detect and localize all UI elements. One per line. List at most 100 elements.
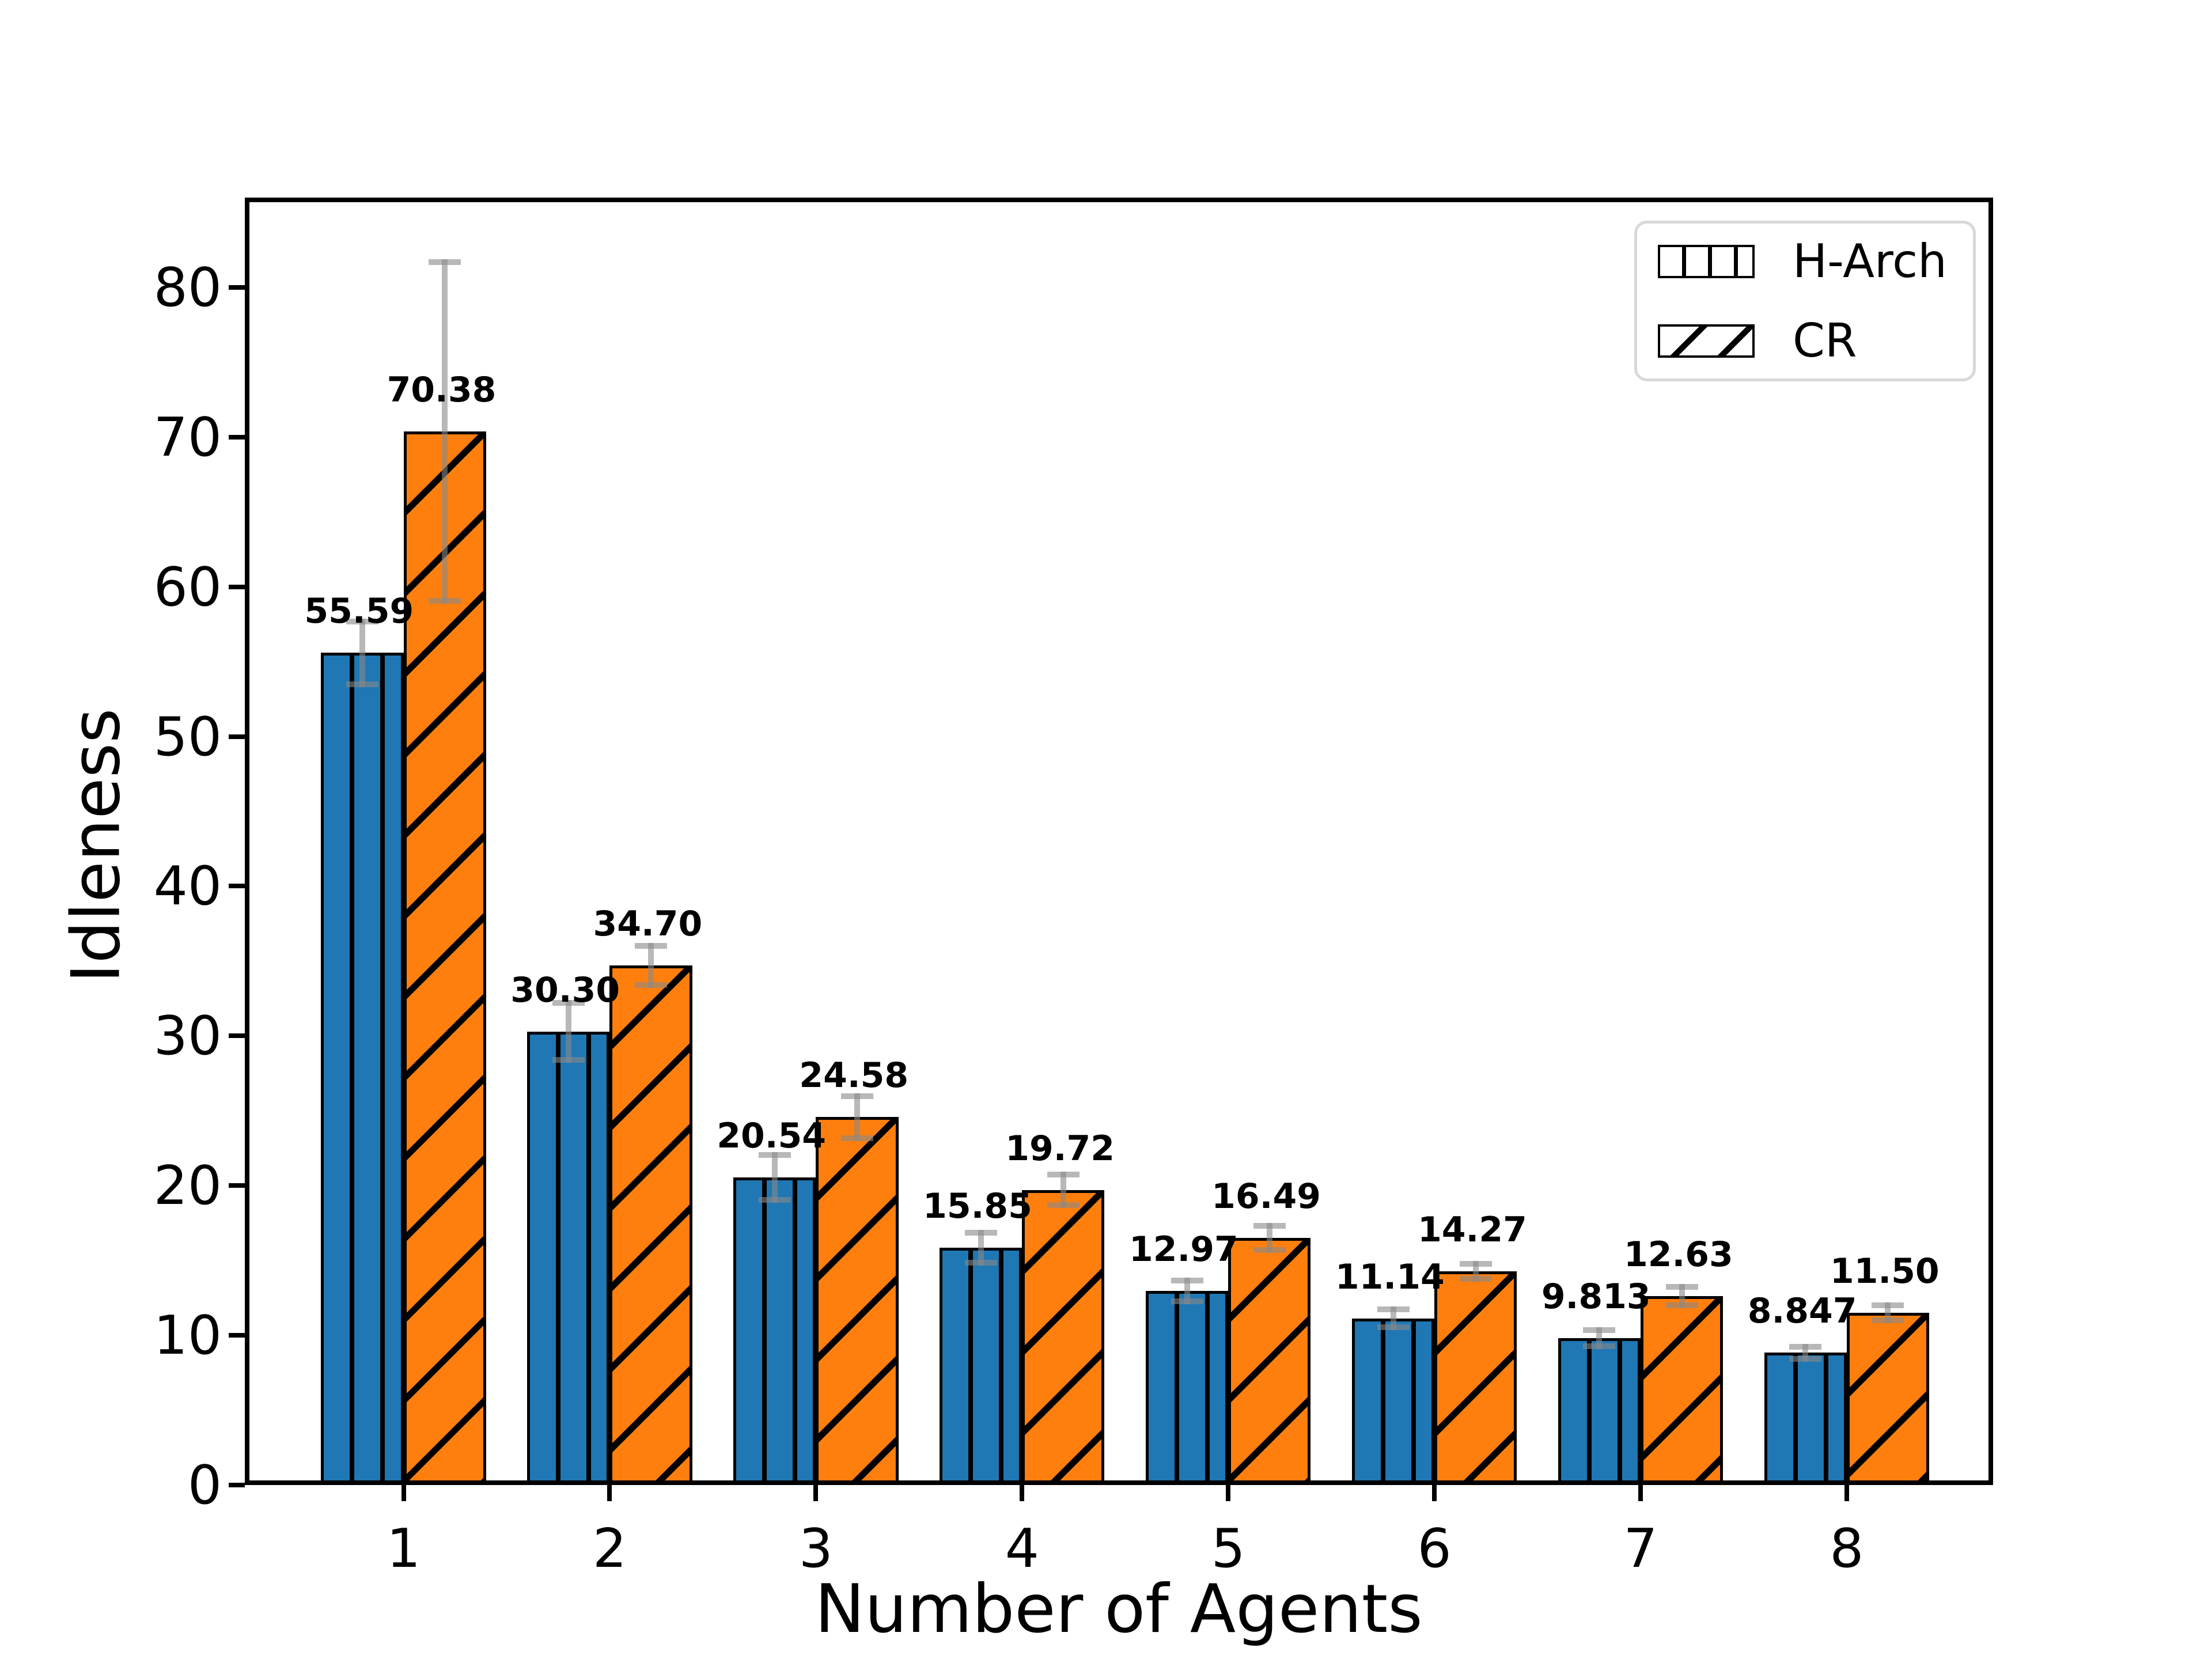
y-tick-mark xyxy=(229,285,245,290)
error-bar-cap-top xyxy=(1789,1343,1822,1350)
y-tick-label: 0 xyxy=(187,1454,222,1516)
bar-h-arch-1 xyxy=(321,653,404,1485)
error-bar-cap-top xyxy=(1459,1260,1492,1267)
error-bar xyxy=(758,1152,791,1203)
error-bar-line xyxy=(1266,1223,1272,1253)
error-bar-line xyxy=(1802,1343,1809,1362)
error-bar-cap-top xyxy=(1171,1277,1203,1283)
x-tick-label: 6 xyxy=(1417,1517,1452,1580)
bar-cr-1 xyxy=(403,431,486,1485)
y-tick-label: 50 xyxy=(153,705,222,768)
value-label: 12.63 xyxy=(1623,1234,1733,1275)
error-bar xyxy=(346,618,378,688)
cr-swatch-icon xyxy=(1658,324,1755,358)
error-bar-line xyxy=(978,1229,984,1266)
error-bar-line xyxy=(565,1000,571,1063)
value-label: 34.70 xyxy=(593,904,703,945)
value-label: 24.58 xyxy=(799,1055,909,1096)
error-bar xyxy=(552,1000,585,1063)
bar-h-arch-8 xyxy=(1764,1353,1847,1485)
error-bar-cap-bottom xyxy=(758,1197,791,1203)
x-tick-mark xyxy=(607,1485,612,1501)
bar-cr-2 xyxy=(609,965,692,1485)
legend-label-harch: H-Arch xyxy=(1793,234,1947,288)
error-bar-cap-bottom xyxy=(1377,1324,1410,1331)
error-bar xyxy=(1872,1302,1904,1324)
x-axis-label: Number of Agents xyxy=(815,1570,1423,1648)
error-bar-cap-top xyxy=(552,1000,585,1006)
value-label: 9.813 xyxy=(1541,1276,1651,1317)
y-tick-label: 40 xyxy=(153,855,222,918)
y-tick-mark xyxy=(229,1183,245,1188)
error-bar xyxy=(1459,1260,1492,1282)
x-tick-label: 4 xyxy=(1005,1517,1039,1580)
bar-h-arch-4 xyxy=(940,1248,1022,1485)
x-tick-label: 2 xyxy=(592,1517,627,1580)
error-bar-cap-top xyxy=(1872,1302,1904,1308)
y-tick-label: 10 xyxy=(153,1304,222,1367)
error-bar-cap-bottom xyxy=(1253,1247,1286,1253)
error-bar-line xyxy=(1885,1302,1891,1324)
error-bar-cap-top xyxy=(1047,1172,1080,1178)
error-bar-line xyxy=(1060,1172,1066,1208)
x-tick-mark xyxy=(401,1485,406,1501)
error-bar xyxy=(429,259,461,604)
error-bar-line xyxy=(1596,1327,1603,1350)
error-bar-cap-top xyxy=(1665,1283,1698,1290)
error-bar xyxy=(1665,1283,1698,1308)
x-tick-mark xyxy=(1844,1485,1849,1501)
value-label: 12.97 xyxy=(1129,1229,1238,1270)
error-bar xyxy=(1253,1223,1286,1253)
harch-swatch-icon xyxy=(1658,244,1755,278)
error-bar-cap-top xyxy=(1377,1306,1410,1312)
y-tick-label: 20 xyxy=(153,1154,222,1217)
error-bar xyxy=(1377,1306,1410,1331)
error-bar-cap-bottom xyxy=(1171,1298,1203,1305)
x-tick-label: 3 xyxy=(798,1517,833,1580)
y-tick-mark xyxy=(229,1033,245,1039)
error-bar-cap-top xyxy=(964,1229,997,1236)
error-bar-cap-top xyxy=(429,259,461,266)
error-bar-line xyxy=(648,943,654,988)
value-label: 20.54 xyxy=(717,1116,827,1157)
error-bar-cap-bottom xyxy=(635,982,668,988)
error-bar-cap-bottom xyxy=(1872,1317,1904,1324)
legend-entry-cr: CR xyxy=(1658,317,1973,364)
y-tick-mark xyxy=(229,1483,245,1487)
error-bar xyxy=(1171,1277,1203,1305)
value-label: 15.85 xyxy=(923,1186,1032,1227)
error-bar-line xyxy=(1184,1277,1190,1305)
error-bar xyxy=(1583,1327,1616,1350)
error-bar-cap-top xyxy=(840,1093,873,1099)
error-bar-cap-bottom xyxy=(429,597,461,604)
error-bar-line xyxy=(442,259,448,604)
value-label: 11.50 xyxy=(1830,1251,1940,1292)
error-bar xyxy=(840,1093,873,1141)
bar-h-arch-3 xyxy=(733,1177,816,1485)
error-bar-cap-bottom xyxy=(1665,1302,1698,1308)
bar-h-arch-2 xyxy=(527,1031,610,1485)
error-bar xyxy=(1047,1172,1080,1208)
error-bar xyxy=(964,1229,997,1266)
bar-h-arch-7 xyxy=(1558,1338,1641,1485)
error-bar-cap-top xyxy=(1253,1223,1286,1229)
y-tick-label: 30 xyxy=(153,1005,222,1067)
y-tick-mark xyxy=(229,884,245,889)
x-tick-mark xyxy=(1638,1485,1643,1501)
x-tick-label: 7 xyxy=(1623,1517,1658,1580)
y-tick-mark xyxy=(229,434,245,440)
value-label: 11.14 xyxy=(1335,1256,1445,1297)
error-bar-line xyxy=(771,1152,778,1203)
error-bar-cap-bottom xyxy=(552,1057,585,1063)
y-tick-label: 70 xyxy=(153,406,222,468)
value-label: 16.49 xyxy=(1211,1176,1321,1217)
error-bar-cap-bottom xyxy=(840,1135,873,1141)
error-bar-cap-bottom xyxy=(346,681,378,688)
error-bar-line xyxy=(1390,1306,1396,1331)
error-bar xyxy=(1789,1343,1822,1362)
error-bar-line xyxy=(359,618,365,688)
error-bar xyxy=(635,943,668,988)
y-tick-mark xyxy=(229,584,245,589)
y-tick-label: 60 xyxy=(153,555,222,618)
